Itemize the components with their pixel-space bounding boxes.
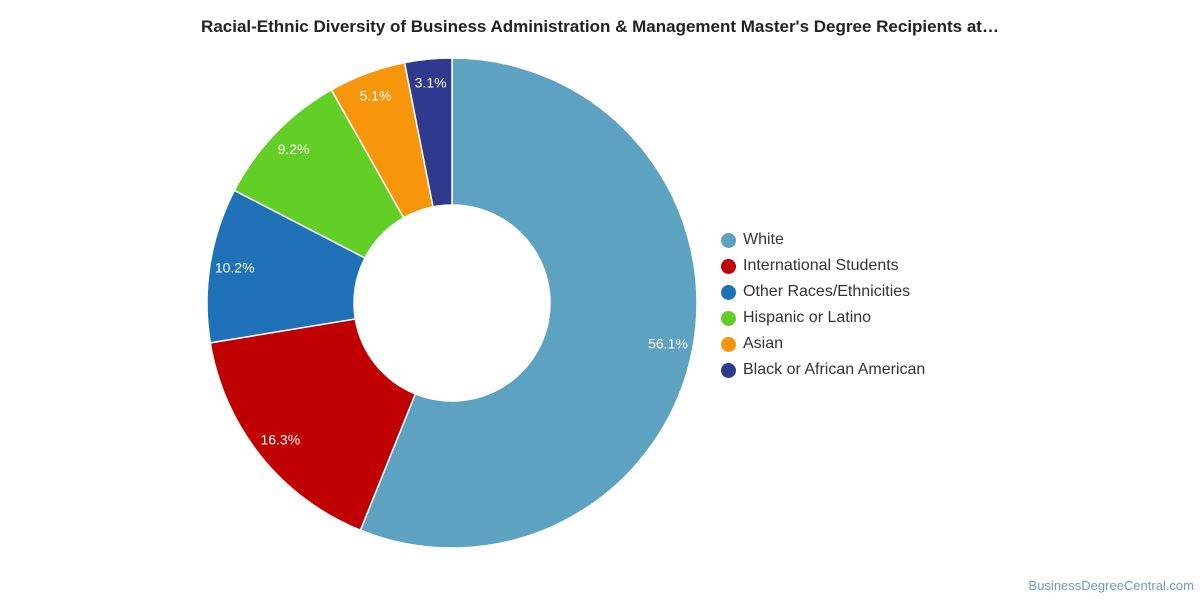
legend-item-black-or-african-american[interactable]: Black or African American	[721, 357, 925, 383]
slice-label: 3.1%	[415, 75, 447, 91]
legend-swatch	[721, 362, 736, 378]
slice-international-students[interactable]	[209, 318, 417, 532]
legend-swatch	[721, 310, 736, 326]
legend-item-asian[interactable]: Asian	[721, 331, 925, 357]
legend-label: Black or African American	[743, 361, 926, 378]
slice-labels-group: 56.1% 16.3% 10.2% 9.2% 5.1% 3.1%	[215, 75, 688, 448]
chart-title: Racial-Ethnic Diversity of Business Admi…	[201, 17, 999, 36]
legend-label: Asian	[743, 335, 784, 352]
source-credit[interactable]: BusinessDegreeCentral.com	[1028, 578, 1194, 593]
slice-label: 5.1%	[360, 87, 392, 103]
legend-swatch	[721, 258, 736, 274]
slice-black-or-african-american[interactable]	[403, 57, 453, 208]
legend-swatch	[721, 232, 736, 248]
legend-item-other-races-ethnicities[interactable]: Other Races/Ethnicities	[721, 279, 925, 305]
legend: White International Students Other Races/E…	[721, 227, 925, 383]
legend-item-white[interactable]: White	[721, 227, 925, 253]
slice-label: 16.3%	[260, 431, 300, 447]
slice-label: 10.2%	[215, 259, 255, 275]
legend-label: Hispanic or Latino	[743, 309, 872, 326]
legend-item-hispanic-or-latino[interactable]: Hispanic or Latino	[721, 305, 925, 331]
legend-label: White	[743, 231, 784, 248]
legend-swatch	[721, 336, 736, 352]
legend-label: Other Races/Ethnicities	[743, 283, 911, 300]
legend-label: International Students	[743, 257, 899, 274]
legend-swatch	[721, 284, 736, 300]
slices-group	[206, 57, 698, 549]
slice-label: 9.2%	[278, 141, 310, 157]
slice-other-races-ethnicities[interactable]	[206, 189, 366, 344]
slice-white[interactable]	[359, 57, 698, 549]
slice-label: 56.1%	[648, 336, 688, 352]
legend-item-international-students[interactable]: International Students	[721, 253, 925, 279]
